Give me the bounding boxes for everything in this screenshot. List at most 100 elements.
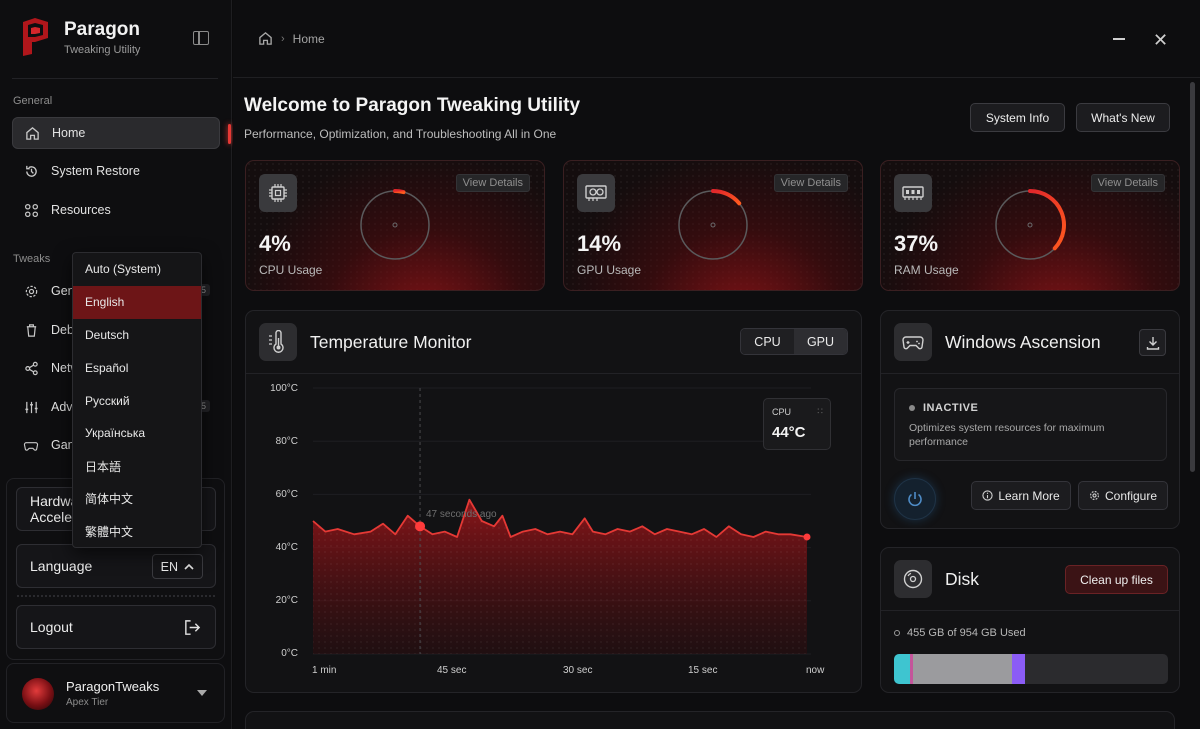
sidebar-item-home[interactable]: Home (12, 117, 220, 149)
sidebar-item-system-restore[interactable]: System Restore (12, 155, 220, 187)
card-divider (881, 610, 1179, 611)
scrollbar[interactable] (1190, 82, 1195, 472)
sidebar-item-resources[interactable]: Resources (12, 194, 220, 226)
configure-button[interactable]: Configure (1078, 481, 1168, 510)
tab-gpu[interactable]: GPU (794, 329, 847, 354)
x-tick-label: now (806, 665, 825, 676)
disk-usage-bar (894, 654, 1168, 684)
page-subtitle: Performance, Optimization, and Troublesh… (244, 127, 557, 141)
grid-icon (23, 202, 39, 218)
download-button[interactable] (1139, 329, 1166, 356)
tooltip-value: 44°C (772, 424, 806, 441)
gear-icon (1089, 491, 1099, 500)
section-label-tweaks: Tweaks (13, 253, 51, 265)
language-option-selected[interactable]: English (73, 285, 201, 319)
learn-more-button[interactable]: Learn More (971, 481, 1071, 510)
x-tick-label: 30 sec (563, 665, 593, 676)
language-option[interactable]: Українська (85, 426, 146, 441)
logout-icon (185, 620, 201, 635)
configure-label: Configure (1104, 488, 1158, 503)
y-tick-label: 0°C (281, 648, 298, 659)
gpu-usage-label: GPU Usage (577, 263, 642, 277)
x-tick-label: 15 sec (688, 665, 718, 676)
active-indicator (228, 124, 231, 144)
breadcrumb-current: Home (292, 31, 325, 46)
close-icon[interactable]: ✕ (1153, 30, 1169, 50)
user-tier: Apex Tier (66, 697, 109, 708)
tooltip-label: CPU (772, 407, 792, 417)
language-value: EN (160, 559, 178, 574)
home-icon (24, 125, 40, 141)
ram-usage-card: View Details 37% RAM Usage (880, 160, 1180, 291)
user-profile[interactable]: ParagonTweaks Apex Tier (6, 663, 225, 723)
minimize-icon[interactable] (1113, 38, 1125, 40)
breadcrumb: › Home (258, 31, 325, 46)
whats-new-button[interactable]: What's New (1076, 103, 1170, 132)
card-divider (881, 373, 1179, 374)
usage-ring (360, 189, 430, 260)
app-title: Paragon (64, 18, 141, 40)
y-tick-label: 80°C (275, 436, 298, 447)
ring-track (360, 190, 430, 260)
page-title: Welcome to Paragon Tweaking Utility (244, 95, 581, 116)
disk-segment (894, 654, 911, 684)
trash-icon (23, 322, 39, 338)
ring-center (392, 222, 398, 228)
clean-up-files-button[interactable]: Clean up files (1065, 565, 1168, 594)
area-texture (313, 499, 807, 654)
section-label-general: General (13, 95, 53, 107)
latest-point (803, 533, 811, 541)
usage-ring (995, 189, 1066, 260)
language-select[interactable]: EN (151, 554, 203, 579)
power-button[interactable] (894, 478, 936, 520)
language-option[interactable]: Español (85, 360, 129, 375)
windows-ascension-card: Windows Ascension INACTIVE Optimizes sys… (880, 310, 1180, 529)
temperature-monitor-card: Temperature Monitor CPU GPU 100°C 80°C 6… (245, 310, 862, 693)
temperature-chart[interactable] (246, 311, 862, 693)
drag-handle-icon[interactable]: ∷ (817, 406, 824, 416)
language-option[interactable]: Русский (85, 393, 130, 408)
cpu-usage-value: 4% (259, 231, 291, 256)
disk-segment (910, 654, 914, 684)
cpu-usage-card: View Details 4% CPU Usage (245, 160, 545, 291)
view-details-button[interactable]: View Details (773, 174, 848, 192)
x-tick-label: 1 min (312, 665, 337, 676)
thermometer-icon (259, 323, 297, 361)
usage-arc (393, 189, 406, 195)
cpu-usage-label: CPU Usage (259, 263, 323, 277)
topbar: › Home ✕ (233, 0, 1200, 78)
gamepad-icon (23, 437, 39, 453)
temperature-line (312, 498, 808, 538)
power-icon (908, 492, 922, 507)
ram-icon (894, 174, 932, 212)
home-icon[interactable] (258, 31, 273, 46)
gpu-usage-card: View Details 14% GPU Usage (563, 160, 863, 291)
language-option[interactable]: 繁體中文 (85, 525, 134, 540)
sidebar-toggle-icon[interactable] (193, 31, 209, 45)
system-info-button[interactable]: System Info (970, 103, 1065, 132)
y-tick-label: 100°C (270, 383, 298, 394)
logout-button[interactable]: Logout (16, 605, 216, 649)
avatar (22, 678, 54, 710)
hover-point (415, 521, 426, 532)
view-details-button[interactable]: View Details (455, 174, 530, 192)
language-option[interactable]: Deutsch (85, 327, 130, 342)
status-text: INACTIVE (923, 402, 979, 414)
language-option[interactable]: 日本語 (85, 459, 122, 474)
ring-center (710, 222, 716, 228)
language-option[interactable]: 简体中文 (85, 492, 134, 507)
usage-ring (678, 189, 748, 260)
disk-icon (894, 560, 932, 598)
tab-cpu[interactable]: CPU (741, 329, 794, 354)
logout-label: Logout (30, 619, 73, 635)
view-details-button[interactable]: View Details (1090, 174, 1165, 192)
disk-segment (913, 654, 1012, 684)
windows-ascension-title: Windows Ascension (945, 332, 1101, 352)
download-icon (1146, 336, 1159, 350)
chevron-down-icon[interactable] (197, 690, 207, 696)
language-option[interactable]: Auto (System) (85, 262, 162, 277)
hover-time-label: 47 seconds ago (426, 509, 497, 520)
app-subtitle: Tweaking Utility (64, 43, 141, 56)
gpu-icon (577, 174, 615, 212)
usage-arc (1028, 189, 1066, 251)
